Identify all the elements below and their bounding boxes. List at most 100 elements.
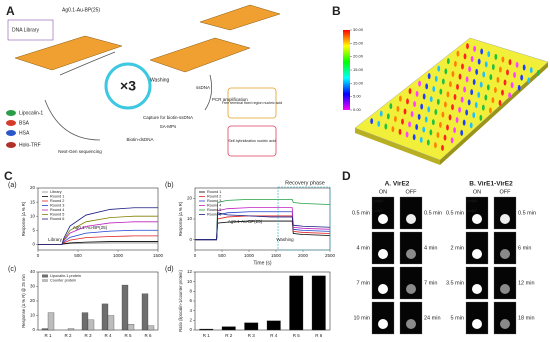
array-spot	[396, 105, 400, 112]
colorbar	[343, 30, 350, 110]
cycle-ring	[104, 62, 152, 110]
micrograph-image	[371, 196, 395, 230]
array-spot	[444, 101, 447, 108]
array-spot	[450, 137, 454, 144]
array-spot	[405, 131, 409, 138]
legend-label: Round 2	[207, 195, 221, 199]
array-spot	[408, 88, 412, 95]
x-tick-label: 1000	[113, 253, 124, 258]
plate-edge	[440, 62, 548, 165]
annotation: Ag0.1-Au-BP(25)	[228, 219, 263, 224]
bead	[500, 249, 510, 259]
array-spot	[498, 99, 502, 106]
array-spot	[470, 89, 474, 96]
array-spot	[384, 123, 388, 130]
array-spot	[499, 66, 502, 73]
column-header: ON	[473, 189, 481, 195]
x-tick-label: R 3	[248, 333, 256, 338]
bar	[221, 326, 236, 331]
array-spot	[434, 109, 438, 115]
micrograph-image	[465, 231, 489, 265]
array-spot	[420, 103, 424, 110]
colorbar-label: 5.00	[353, 94, 362, 99]
legend-label: Round 5	[50, 213, 64, 217]
x-tick-label: 500	[218, 253, 226, 258]
annotation: Recovery phase	[285, 180, 325, 186]
y-tick-label: 5	[32, 227, 35, 232]
array-spot	[489, 107, 492, 114]
array-spot	[399, 95, 402, 102]
legend-label: Round 1	[207, 190, 221, 194]
bar	[147, 325, 155, 331]
array-spot	[406, 98, 409, 105]
y-tick-label: 15	[30, 199, 36, 204]
legend-label: Round 4	[50, 208, 64, 212]
time-label: 3.5 min	[446, 280, 464, 286]
protein-icon	[6, 120, 16, 126]
array-spot	[427, 106, 431, 113]
array-spot	[434, 75, 438, 82]
subplot-label: (c)	[8, 266, 16, 273]
column-header: ON	[379, 189, 387, 195]
micrograph-image	[493, 231, 517, 265]
bar	[266, 320, 281, 331]
micrograph-image	[465, 266, 489, 300]
array-spot	[510, 82, 514, 89]
array-spot	[479, 81, 483, 88]
panel-letter: D	[342, 169, 351, 183]
array-spot	[473, 45, 476, 52]
colorbar-label: 0.00	[353, 107, 362, 112]
array-spot	[517, 84, 521, 91]
bar	[87, 319, 95, 331]
y-tick-label: 20	[30, 298, 36, 303]
bar	[67, 328, 75, 331]
array-spot	[508, 59, 512, 66]
array-spot	[439, 88, 443, 95]
array-spot	[436, 132, 440, 138]
array-spot	[389, 103, 393, 110]
protein-icon	[6, 142, 16, 148]
bar	[107, 315, 115, 331]
column-header: OFF	[406, 189, 418, 195]
array-spot	[431, 119, 435, 126]
array-spot	[453, 94, 457, 100]
legend-label: Library	[50, 190, 62, 194]
array-spot	[394, 116, 397, 122]
bead	[472, 214, 482, 224]
diagram-label: Next-Gen sequencing	[58, 149, 102, 154]
array-spot	[444, 68, 448, 75]
array-spot	[449, 81, 452, 88]
bar	[199, 328, 214, 331]
array-spot	[456, 83, 459, 90]
array-spot	[461, 63, 464, 70]
array-spot	[477, 91, 481, 98]
bead	[378, 249, 388, 259]
array-spot	[451, 104, 454, 111]
array-spot	[441, 144, 444, 151]
y-tick-label: 10	[187, 279, 193, 284]
array-spot	[484, 94, 488, 101]
legend-label: Round 1	[50, 195, 64, 199]
time-label: 7 min	[424, 280, 437, 286]
array-spot	[515, 61, 519, 68]
array-spot	[446, 91, 450, 98]
x-tick-label: R 2	[225, 333, 233, 338]
y-tick-label: 8	[189, 289, 192, 294]
protein-icon	[6, 130, 16, 136]
diagram-label: HSA	[19, 130, 30, 136]
array-spot	[439, 121, 442, 128]
array-spot	[470, 56, 474, 62]
array-spot	[472, 112, 476, 119]
micrograph-image	[371, 301, 395, 335]
array-spot	[494, 87, 497, 93]
x-tick-label: 1500	[271, 253, 282, 258]
array-spot	[454, 60, 457, 67]
array-spot	[484, 61, 488, 68]
group-title: A. VirE2	[385, 181, 410, 188]
micrograph-image	[399, 196, 423, 230]
micrograph-image	[465, 301, 489, 335]
time-label: 10 min	[353, 315, 370, 321]
time-label: 24 min	[424, 315, 441, 321]
colorbar-label: 20.00	[353, 54, 364, 59]
array-spot	[448, 114, 452, 121]
